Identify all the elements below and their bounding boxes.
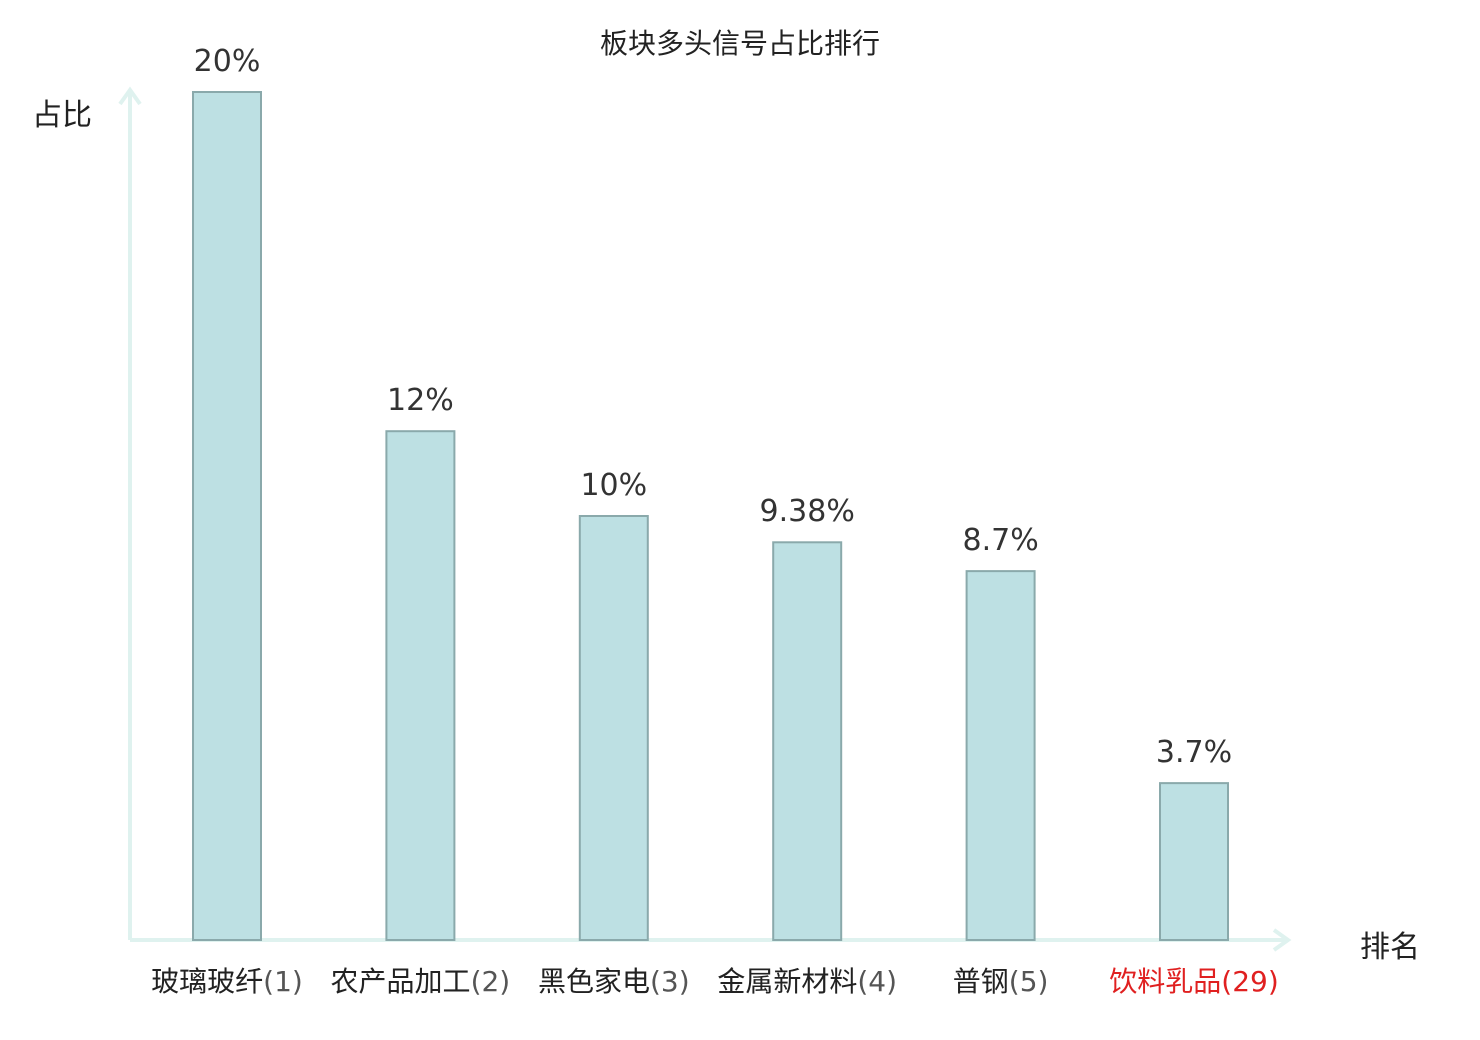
category-name: 普钢	[952, 965, 1009, 998]
category-name: 金属新材料	[717, 965, 858, 998]
y-axis-label: 占比	[32, 98, 92, 133]
category-label: 玻璃玻纤(1)	[132, 966, 322, 998]
bar	[965, 570, 1036, 941]
category-label: 农产品加工(2)	[325, 966, 515, 998]
value-label: 3.7%	[1155, 735, 1233, 771]
category-rank: (3)	[649, 965, 690, 998]
category-rank: (4)	[857, 965, 898, 998]
value-label: 10%	[580, 468, 648, 503]
category-name: 农产品加工	[330, 965, 471, 998]
category-label: 金属新材料(4)	[712, 966, 902, 998]
bar	[192, 91, 262, 941]
bar	[385, 430, 456, 941]
value-label: 20%	[193, 44, 261, 79]
chart-title: 板块多头信号占比排行	[599, 27, 880, 60]
category-label: 饮料乳品(29)	[1099, 966, 1289, 998]
category-rank: (29)	[1221, 965, 1279, 998]
category-rank: (5)	[1008, 965, 1049, 998]
category-label: 普钢(5)	[906, 966, 1096, 998]
category-name: 玻璃玻纤	[151, 965, 264, 998]
x-axis-arrow	[1272, 928, 1292, 952]
category-label: 黑色家电(3)	[519, 966, 709, 998]
category-name: 黑色家电	[537, 965, 650, 998]
category-name: 饮料乳品	[1109, 965, 1222, 998]
bar	[772, 541, 843, 942]
value-label: 12%	[387, 383, 454, 419]
bar	[1159, 782, 1229, 941]
bar	[578, 515, 649, 941]
value-label: 9.38%	[759, 494, 855, 530]
y-axis-arrow	[118, 86, 142, 106]
value-label: 8.7%	[962, 523, 1039, 559]
category-rank: (2)	[470, 965, 511, 998]
category-rank: (1)	[263, 965, 303, 998]
x-axis-label: 排名	[1360, 930, 1420, 965]
